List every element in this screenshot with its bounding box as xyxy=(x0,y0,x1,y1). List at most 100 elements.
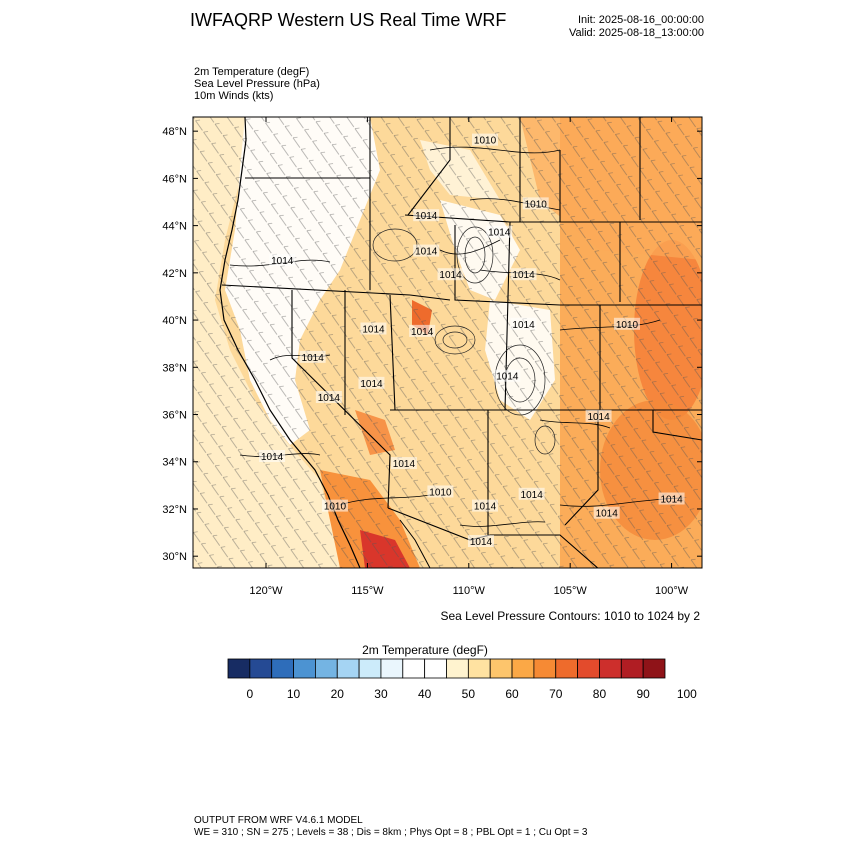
colorbar-swatch xyxy=(555,658,579,679)
colorbar-swatch xyxy=(620,658,644,679)
pressure-label: 1014 xyxy=(470,537,493,548)
pressure-label: 1014 xyxy=(302,353,325,364)
colorbar-swatch xyxy=(314,658,338,679)
colorbar-swatch xyxy=(424,658,447,679)
colorbar-tick-label: 0 xyxy=(247,687,254,701)
longitude-axis: 120°W 115°W 110°W 105°W 100°W xyxy=(249,117,689,597)
pressure-label: 1014 xyxy=(271,256,294,267)
pressure-label-box xyxy=(510,317,537,330)
pressure-label-box xyxy=(510,268,537,281)
pressure-label: 1014 xyxy=(512,270,535,281)
pressure-label-box xyxy=(472,133,499,146)
pressure-label: 1014 xyxy=(360,379,383,390)
pressure-label-box xyxy=(518,487,545,500)
colorbar-swatch xyxy=(227,658,251,679)
lon-tick-label: 105°W xyxy=(554,585,588,597)
pressure-label-box xyxy=(585,409,612,422)
pressure-label-box xyxy=(486,225,513,238)
pressure-label: 1014 xyxy=(439,270,462,281)
lat-tick-label: 46°N xyxy=(162,173,187,185)
pressure-label-box xyxy=(259,450,286,463)
lat-tick-label: 38°N xyxy=(162,362,187,374)
lat-tick-label: 32°N xyxy=(162,504,187,516)
pressure-label-box xyxy=(658,492,685,505)
colorbar-tick-label: 70 xyxy=(549,687,563,701)
pressure-label: 1014 xyxy=(415,247,438,258)
colorbar-swatch xyxy=(599,658,622,679)
lat-tick-label: 48°N xyxy=(162,126,187,138)
colorbar-tick-label: 80 xyxy=(593,687,607,701)
lat-tick-label: 42°N xyxy=(162,268,187,280)
colorbar-swatch xyxy=(293,658,316,679)
pressure-label-box xyxy=(593,506,620,519)
pressure-label: 1010 xyxy=(616,320,639,331)
pressure-label-box xyxy=(613,317,640,330)
pressure-label: 1014 xyxy=(411,327,434,338)
pressure-label: 1014 xyxy=(587,412,610,423)
colorbar-tick-label: 90 xyxy=(636,687,650,701)
field-list: 2m Temperature (degF) Sea Level Pressure… xyxy=(194,66,320,102)
pressure-label-box xyxy=(390,457,417,470)
colorbar-tick-label: 20 xyxy=(331,687,345,701)
pressure-label: 1010 xyxy=(525,199,548,210)
lat-tick-label: 34°N xyxy=(162,457,187,469)
model-config: WE = 310 ; SN = 275 ; Levels = 38 ; Dis … xyxy=(194,827,588,838)
pressure-label: 1014 xyxy=(488,228,511,239)
contour-note: Sea Level Pressure Contours: 1010 to 102… xyxy=(440,609,701,623)
colorbar-swatch xyxy=(577,658,600,679)
colorbar-swatch xyxy=(380,658,404,679)
init-valid-times: Init: 2025-08-16_00:00:00 Valid: 2025-08… xyxy=(569,14,704,40)
colorbar-swatch xyxy=(446,658,469,679)
pressure-label-box xyxy=(467,535,494,548)
init-time: Init: 2025-08-16_00:00:00 xyxy=(578,14,704,26)
pressure-label: 1014 xyxy=(415,211,438,222)
pressure-label: 1014 xyxy=(521,490,544,501)
model-info-footer: OUTPUT FROM WRF V4.6.1 MODEL WE = 310 ; … xyxy=(194,815,587,839)
pressure-label: 1010 xyxy=(324,502,347,513)
temperature-colorbar: 0 10 20 30 40 50 60 70 80 90 100 xyxy=(227,658,697,701)
colorbar-swatch xyxy=(489,658,513,679)
gulf-coastline xyxy=(399,519,431,568)
field-winds: 10m Winds (kts) xyxy=(194,90,274,102)
pressure-label-box xyxy=(413,244,440,257)
colorbar-swatch xyxy=(358,658,382,679)
colorbar-tick-label: 40 xyxy=(418,687,432,701)
pressure-label: 1014 xyxy=(660,495,683,506)
lon-tick-label: 100°W xyxy=(655,585,689,597)
latitude-axis: 48°N 46°N 44°N 42°N 40°N 38°N 36°N 34°N 32°N 30°N xyxy=(162,126,702,563)
pressure-label: 1014 xyxy=(261,452,284,463)
pressure-label-box xyxy=(413,209,440,222)
pressure-label-box xyxy=(427,485,454,498)
pressure-label-box xyxy=(472,499,499,512)
colorbar-swatch xyxy=(533,658,557,679)
colorbar-swatch xyxy=(249,658,273,679)
field-pressure: Sea Level Pressure (hPa) xyxy=(194,78,320,90)
colorbar-swatch xyxy=(402,658,426,679)
lat-tick-label: 36°N xyxy=(162,410,187,422)
map-frame xyxy=(192,116,703,569)
pressure-label-box xyxy=(437,268,464,281)
pressure-label-group: 1010 1010 1014 1014 1014 1014 1014 1014 1014 1014… xyxy=(259,133,685,548)
pressure-label: 1014 xyxy=(496,372,519,383)
lon-tick-label: 120°W xyxy=(249,585,283,597)
colorbar-swatch xyxy=(336,658,360,679)
colorbar-tick-label: 10 xyxy=(287,687,301,701)
colorbar-swatch xyxy=(511,658,535,679)
lon-tick-label: 110°W xyxy=(453,585,486,597)
lat-tick-label: 44°N xyxy=(162,221,187,233)
pressure-label-box xyxy=(358,376,385,389)
colorbar-title: 2m Temperature (degF) xyxy=(362,643,488,657)
colorbar-swatch xyxy=(642,658,666,679)
colorbar-swatch xyxy=(271,658,294,679)
pressure-label: 1010 xyxy=(429,487,452,498)
pressure-label-box xyxy=(360,322,387,335)
pressure-label: 1014 xyxy=(474,502,497,513)
pressure-label-box xyxy=(494,369,521,382)
pressure-label-box xyxy=(269,254,296,267)
field-temperature: 2m Temperature (degF) xyxy=(194,66,310,78)
lat-tick-label: 40°N xyxy=(162,315,187,327)
colorbar-tick-label: 100 xyxy=(677,687,697,701)
pressure-label: 1014 xyxy=(318,393,341,404)
colorbar-tick-label: 60 xyxy=(505,687,519,701)
